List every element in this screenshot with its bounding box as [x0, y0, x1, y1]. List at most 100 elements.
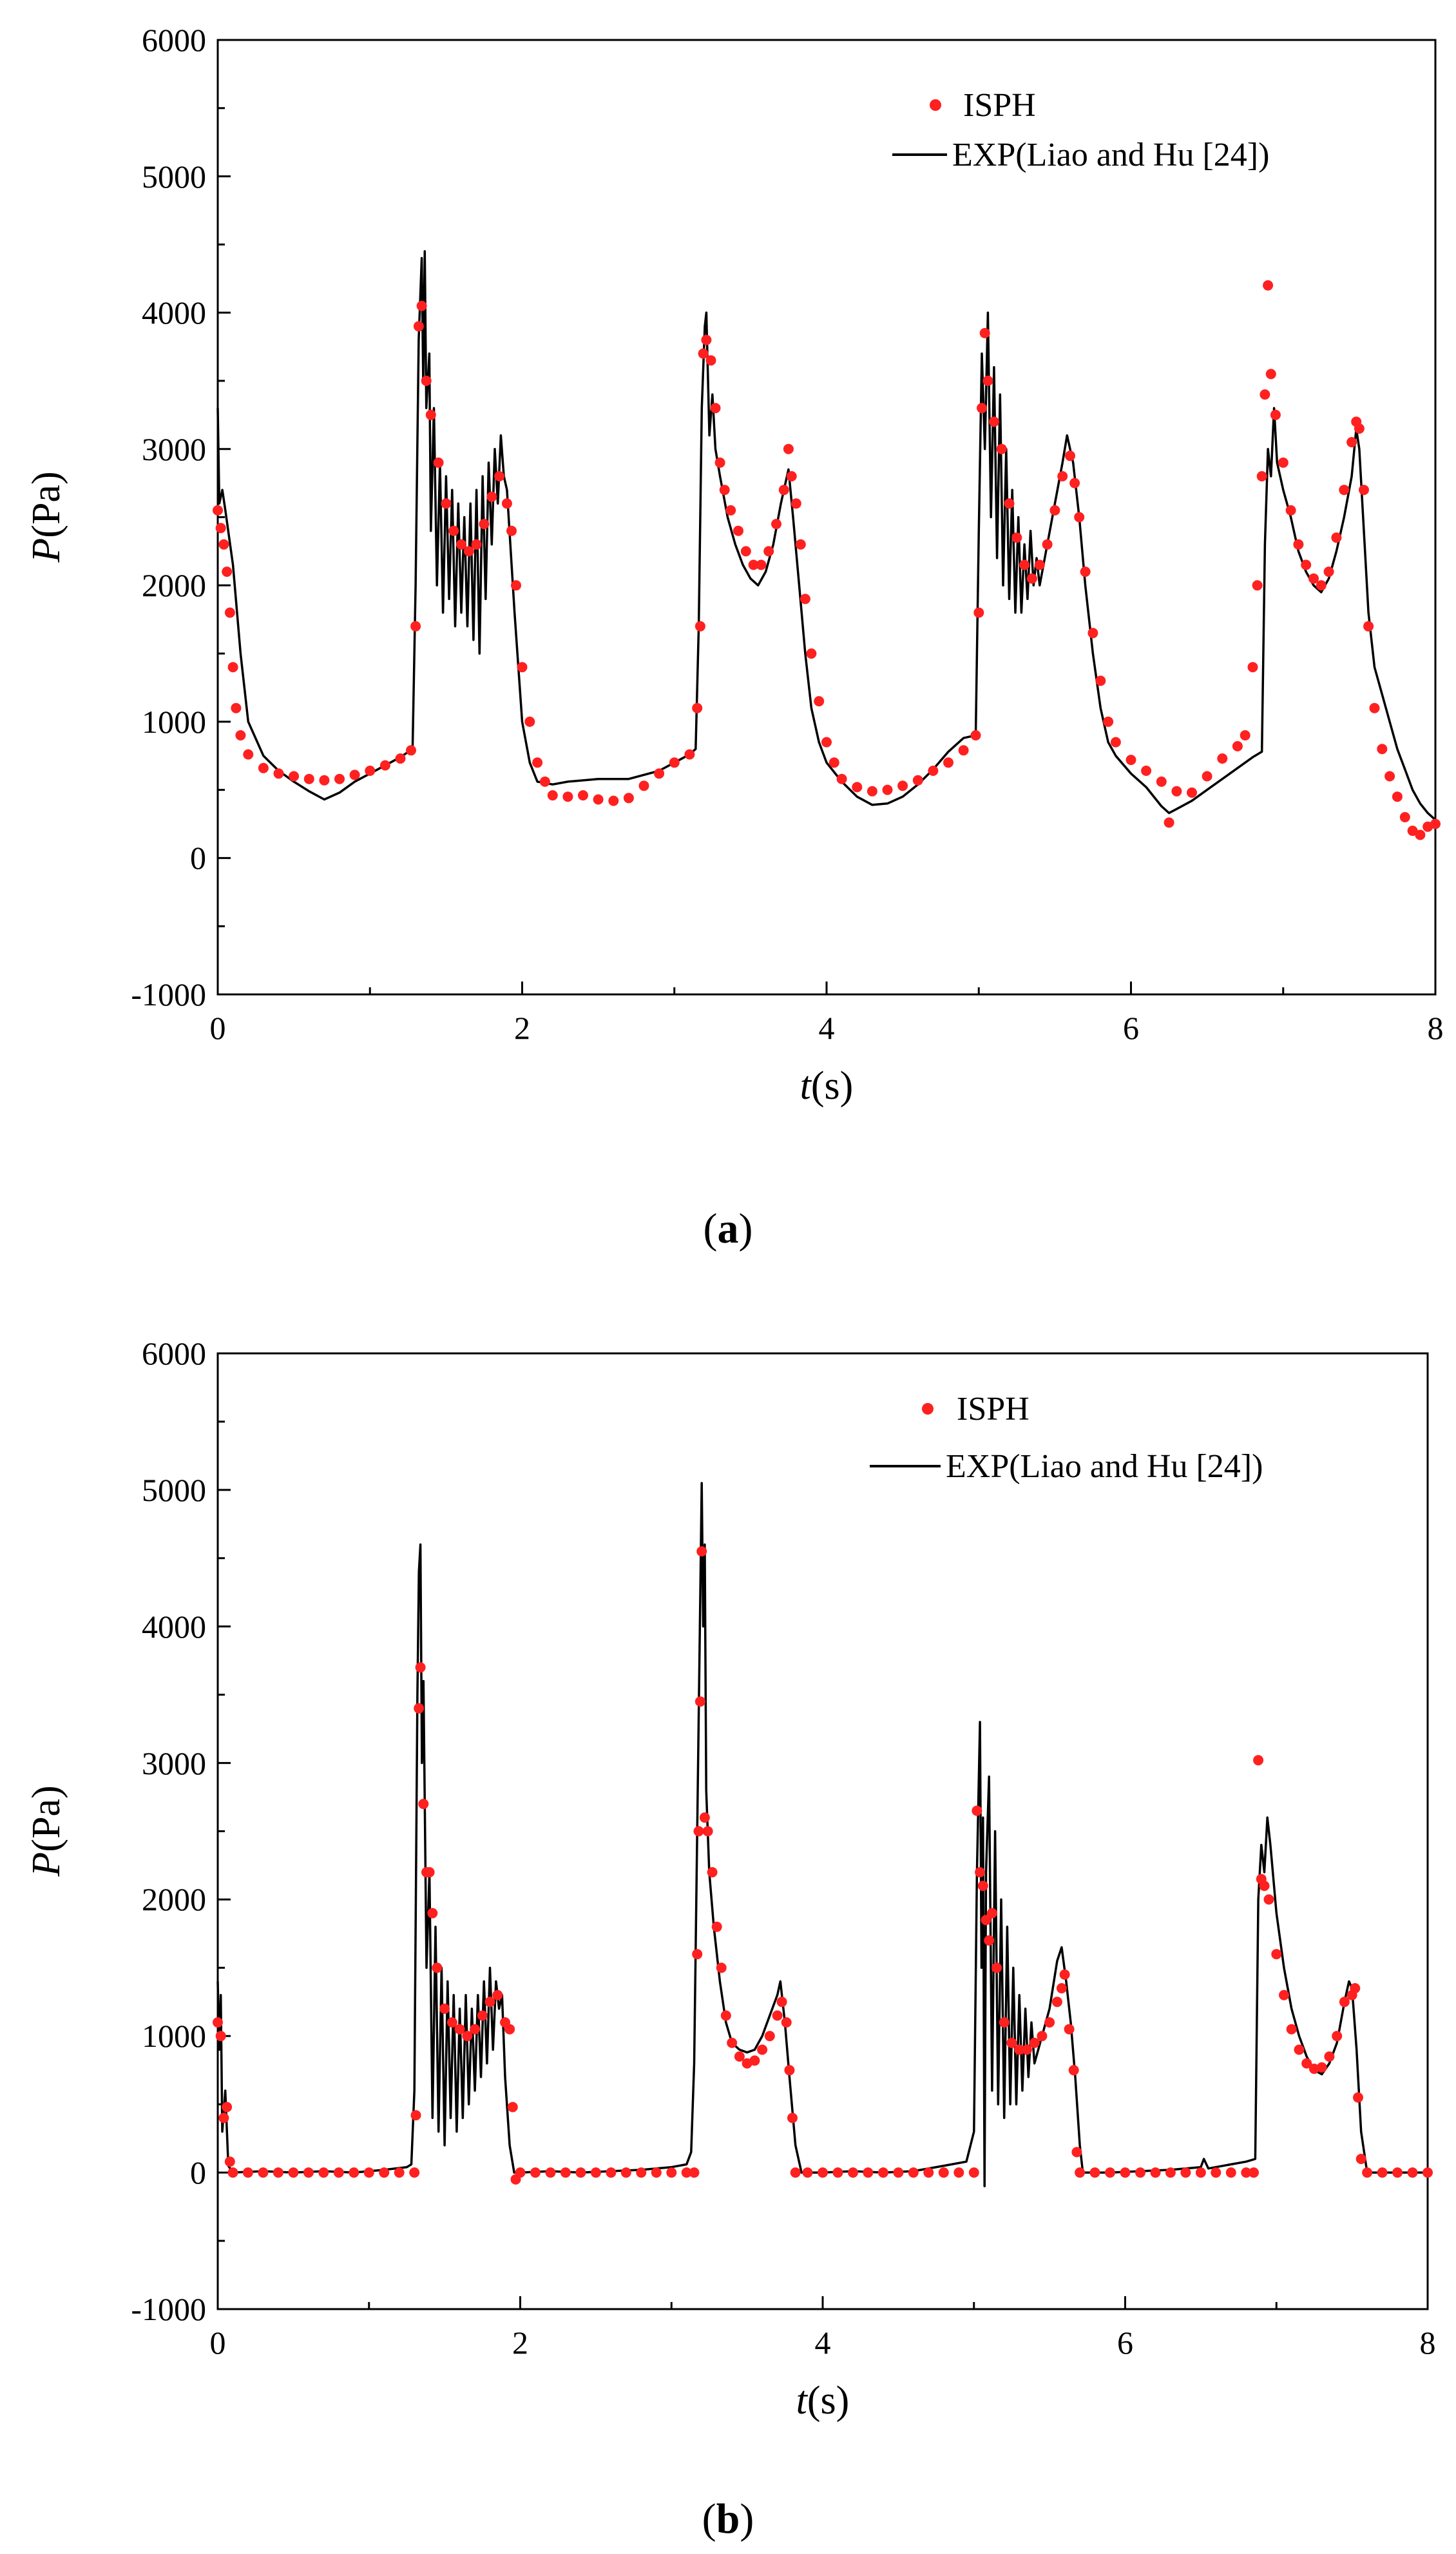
isph-data-point	[1407, 826, 1418, 837]
exp-series-line	[216, 250, 1437, 821]
isph-data-point	[1071, 2147, 1082, 2158]
isph-data-point	[802, 2167, 813, 2178]
isph-data-point	[1156, 776, 1167, 787]
isph-data-point	[593, 794, 604, 805]
isph-data-point	[218, 539, 229, 550]
y-tick-label: -1000	[131, 2291, 206, 2327]
isph-data-point	[1363, 621, 1374, 632]
isph-data-point	[494, 471, 505, 481]
isph-data-point	[545, 2167, 556, 2178]
isph-data-point	[288, 2167, 299, 2178]
isph-data-point	[1240, 730, 1250, 740]
isph-data-point	[319, 775, 330, 786]
isph-data-point	[1014, 2044, 1025, 2055]
isph-data-point	[1270, 409, 1281, 420]
isph-data-point	[578, 790, 588, 801]
isph-data-point	[943, 757, 953, 768]
isph-data-point	[694, 1696, 705, 1707]
isph-data-point	[1064, 2024, 1075, 2035]
isph-data-point	[1034, 559, 1045, 570]
isph-data-point	[415, 1662, 426, 1673]
isph-data-point	[692, 702, 703, 713]
isph-data-point	[999, 2017, 1010, 2028]
isph-data-point	[1263, 280, 1274, 291]
isph-data-point	[1004, 498, 1015, 509]
isph-data-point	[928, 766, 939, 776]
isph-data-point	[1217, 753, 1228, 764]
isph-data-point	[258, 2167, 269, 2178]
isph-data-point	[1075, 2167, 1086, 2178]
isph-data-point	[227, 2167, 238, 2178]
isph-data-point	[222, 2102, 233, 2113]
isph-data-point	[1105, 2167, 1115, 2178]
isph-data-point	[720, 2010, 731, 2021]
isph-data-point	[666, 2167, 677, 2178]
isph-data-point	[790, 2167, 801, 2178]
y-tick-label: 5000	[142, 1472, 206, 1508]
isph-data-point	[511, 580, 521, 591]
isph-data-point	[242, 2167, 253, 2178]
isph-data-point	[1056, 1983, 1067, 1994]
isph-data-point	[1332, 2031, 1343, 2042]
isph-data-point	[222, 566, 233, 577]
isph-data-point	[1331, 532, 1342, 543]
isph-data-point	[897, 780, 908, 791]
isph-data-point	[484, 1997, 495, 2007]
isph-data-point	[1089, 2167, 1100, 2178]
isph-data-point	[778, 485, 789, 496]
isph-data-point	[448, 525, 459, 536]
isph-data-point	[456, 539, 466, 550]
isph-data-point	[349, 2167, 359, 2178]
isph-data-point	[213, 505, 223, 516]
isph-data-point	[1103, 716, 1114, 727]
isph-data-point	[784, 2065, 795, 2076]
isph-data-point	[1369, 702, 1380, 713]
isph-data-point	[1249, 2167, 1259, 2178]
y-tick-label: 4000	[142, 295, 206, 331]
isph-data-point	[1141, 766, 1152, 776]
isph-data-point	[1180, 2167, 1191, 2178]
isph-data-point	[696, 1546, 707, 1557]
legend-label-isph: ISPH	[963, 87, 1036, 124]
isph-data-point	[231, 702, 242, 713]
isph-data-point	[409, 2167, 420, 2178]
exp-series-line	[216, 1482, 1428, 2188]
isph-data-point	[379, 2167, 390, 2178]
x-tick-label: 0	[210, 2325, 226, 2361]
y-tick-label: 2000	[142, 1881, 206, 1917]
isph-data-point	[1247, 662, 1258, 673]
isph-data-point	[790, 498, 801, 509]
x-tick-label: 4	[815, 2325, 831, 2361]
isph-data-point	[1260, 389, 1270, 400]
x-tick-label: 6	[1123, 1010, 1139, 1046]
legend: ISPH EXP(Liao and Hu [24])	[870, 1391, 1263, 1485]
isph-data-point	[694, 621, 705, 632]
isph-data-point	[532, 757, 543, 768]
isph-data-point	[714, 457, 725, 468]
isph-data-point	[749, 2055, 760, 2066]
isph-data-point	[1195, 2167, 1206, 2178]
isph-data-point	[1407, 2167, 1418, 2178]
isph-data-point	[958, 745, 969, 756]
isph-data-point	[1202, 771, 1212, 782]
isph-data-point	[454, 2024, 465, 2035]
isph-data-point	[421, 375, 432, 386]
x-tick-label: 8	[1420, 2325, 1436, 2361]
isph-series-points	[213, 280, 1441, 840]
isph-data-point	[725, 505, 736, 516]
isph-data-point	[424, 1867, 435, 1878]
x-tick-labels: 0 2 4 6 8	[210, 1010, 1444, 1046]
panel-caption-a: (a)	[704, 1205, 753, 1252]
isph-data-point	[1011, 532, 1022, 543]
isph-data-point	[524, 716, 535, 727]
isph-data-point	[470, 2024, 481, 2035]
isph-data-point	[560, 2167, 571, 2178]
panel-caption-b: (b)	[702, 2495, 754, 2542]
isph-data-point	[235, 730, 246, 740]
isph-data-point	[1241, 2167, 1252, 2178]
isph-data-point	[684, 749, 695, 760]
x-axis-title: t(s)	[800, 1064, 854, 1108]
isph-data-point	[707, 1867, 718, 1878]
isph-data-point	[848, 2167, 858, 2178]
isph-data-point	[1279, 1989, 1289, 2000]
